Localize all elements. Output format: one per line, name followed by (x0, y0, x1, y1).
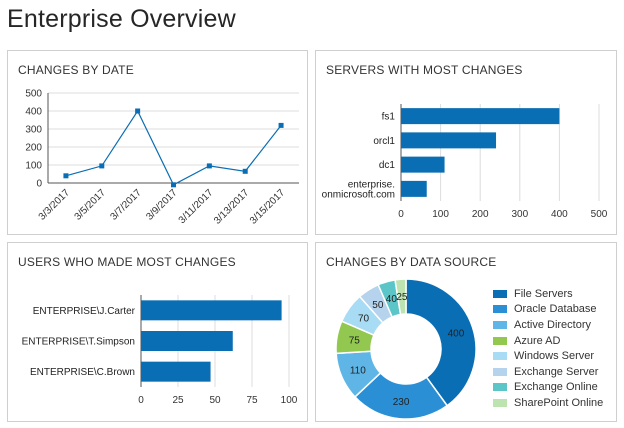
data-point (171, 182, 176, 188)
y-tick-label: 100 (25, 161, 42, 172)
slice-label: 400 (448, 328, 465, 339)
panel-title: CHANGES BY DATA SOURCE (326, 255, 497, 269)
changes-by-date-chart: 0 100 200 300 400 500 3/3/2017 3/5/2017 3/7/2017… (25, 89, 299, 227)
legend-item: Active Directory (493, 317, 603, 333)
panel-title: SERVERS WITH MOST CHANGES (326, 63, 523, 77)
legend-swatch (493, 352, 507, 361)
category-label: dc1 (379, 160, 396, 171)
donut-slice (405, 278, 477, 407)
category-label: enterprise. (348, 179, 395, 190)
category-label: orcl1 (373, 136, 395, 147)
changes-by-date-panel: CHANGES BY DATE 0 100 200 300 400 500 3/3/2017… (7, 50, 308, 235)
bar (401, 180, 427, 197)
legend-item: Oracle Database (493, 302, 603, 318)
slice-label: 70 (358, 314, 370, 325)
x-tick-label: 400 (551, 209, 568, 220)
data-source-legend: File Servers Oracle Database Active Direct… (493, 286, 603, 411)
servers-chart: 0 100 200 300 400 500 fs1 orcl1 dc1 enterprise.on… (322, 104, 608, 220)
legend-swatch (493, 383, 507, 392)
x-tick-label: 3/9/2017 (144, 187, 180, 223)
x-tick-label: 3/11/2017 (177, 187, 216, 226)
y-tick-label: 0 (36, 179, 42, 190)
legend-item: Exchange Server (493, 364, 603, 380)
category-label: ENTERPRISE\T.Simpson (22, 337, 135, 348)
users-panel: USERS WHO MADE MOST CHANGES 0 25 50 75 100 EN… (7, 242, 308, 422)
legend-label: File Servers (514, 287, 573, 300)
category-label: fs1 (382, 112, 396, 123)
bar (141, 331, 233, 351)
y-tick-label: 300 (25, 125, 42, 136)
legend-label: Active Directory (514, 318, 592, 331)
slice-label: 25 (396, 292, 408, 303)
legend-swatch (493, 398, 507, 407)
legend-item: File Servers (493, 286, 603, 302)
x-tick-label: 200 (472, 209, 489, 220)
legend-swatch (493, 305, 507, 314)
x-tick-label: 3/3/2017 (37, 187, 73, 223)
x-tick-label: 100 (432, 209, 449, 220)
bar (401, 156, 445, 173)
data-point (206, 163, 212, 169)
data-point (135, 108, 141, 114)
slice-label: 40 (386, 294, 398, 305)
page-title: Enterprise Overview (7, 5, 236, 33)
category-label: ENTERPRISE\C.Brown (30, 367, 135, 378)
slice-label: 50 (372, 300, 384, 311)
series-line (65, 109, 282, 186)
bar (141, 361, 211, 382)
panel-title: USERS WHO MADE MOST CHANGES (18, 255, 236, 269)
legend-item: Windows Server (493, 348, 603, 364)
legend-swatch (493, 289, 507, 298)
x-tick-label: 500 (591, 209, 608, 220)
x-tick-label: 25 (172, 395, 184, 406)
users-chart: 0 25 50 75 100 ENTERPRISE\J.Carter ENTERPRISE\… (22, 295, 298, 406)
x-tick-label: 100 (281, 395, 298, 406)
data-source-panel: CHANGES BY DATA SOURCE 400 230 110 75 70 50 40… (315, 242, 617, 422)
x-tick-label: 0 (138, 395, 144, 406)
legend-item: Exchange Online (493, 380, 603, 396)
y-tick-label: 200 (25, 143, 42, 154)
x-tick-label: 3/15/2017 (248, 187, 288, 227)
bar (141, 300, 282, 321)
legend-item: SharePoint Online (493, 395, 603, 411)
legend-swatch (493, 336, 507, 345)
legend-label: Exchange Server (514, 365, 599, 378)
legend-swatch (493, 367, 507, 376)
x-tick-label: 300 (511, 209, 528, 220)
slice-label: 230 (393, 397, 410, 408)
x-tick-label: 3/5/2017 (73, 187, 109, 223)
legend-label: SharePoint Online (514, 396, 604, 409)
legend-label: Oracle Database (514, 303, 597, 316)
panel-title: CHANGES BY DATE (18, 63, 134, 77)
x-tick-label: 3/7/2017 (108, 187, 144, 223)
x-tick-label: 50 (209, 395, 221, 406)
category-label: ENTERPRISE\J.Carter (33, 306, 136, 317)
slice-label: 75 (349, 335, 361, 346)
data-point (63, 173, 69, 179)
y-tick-label: 500 (25, 89, 42, 100)
bar (401, 108, 560, 125)
legend-item: Azure AD (493, 333, 603, 349)
donut-slice (394, 278, 407, 316)
legend-label: Azure AD (514, 334, 561, 347)
data-point (99, 163, 105, 169)
y-tick-label: 400 (25, 107, 42, 118)
x-tick-label: 0 (398, 209, 404, 220)
servers-panel: SERVERS WITH MOST CHANGES 0 100 200 300 400 5… (315, 50, 617, 235)
bar (401, 132, 497, 149)
x-tick-label: 75 (246, 395, 258, 406)
legend-label: Exchange Online (514, 381, 598, 394)
slice-label: 110 (350, 365, 366, 376)
category-label: onmicrosoft.com (322, 189, 395, 200)
data-point (242, 168, 248, 174)
legend-swatch (493, 320, 507, 329)
data-point (278, 122, 284, 128)
legend-label: Windows Server (514, 350, 595, 363)
x-tick-label: 3/13/2017 (212, 187, 252, 227)
